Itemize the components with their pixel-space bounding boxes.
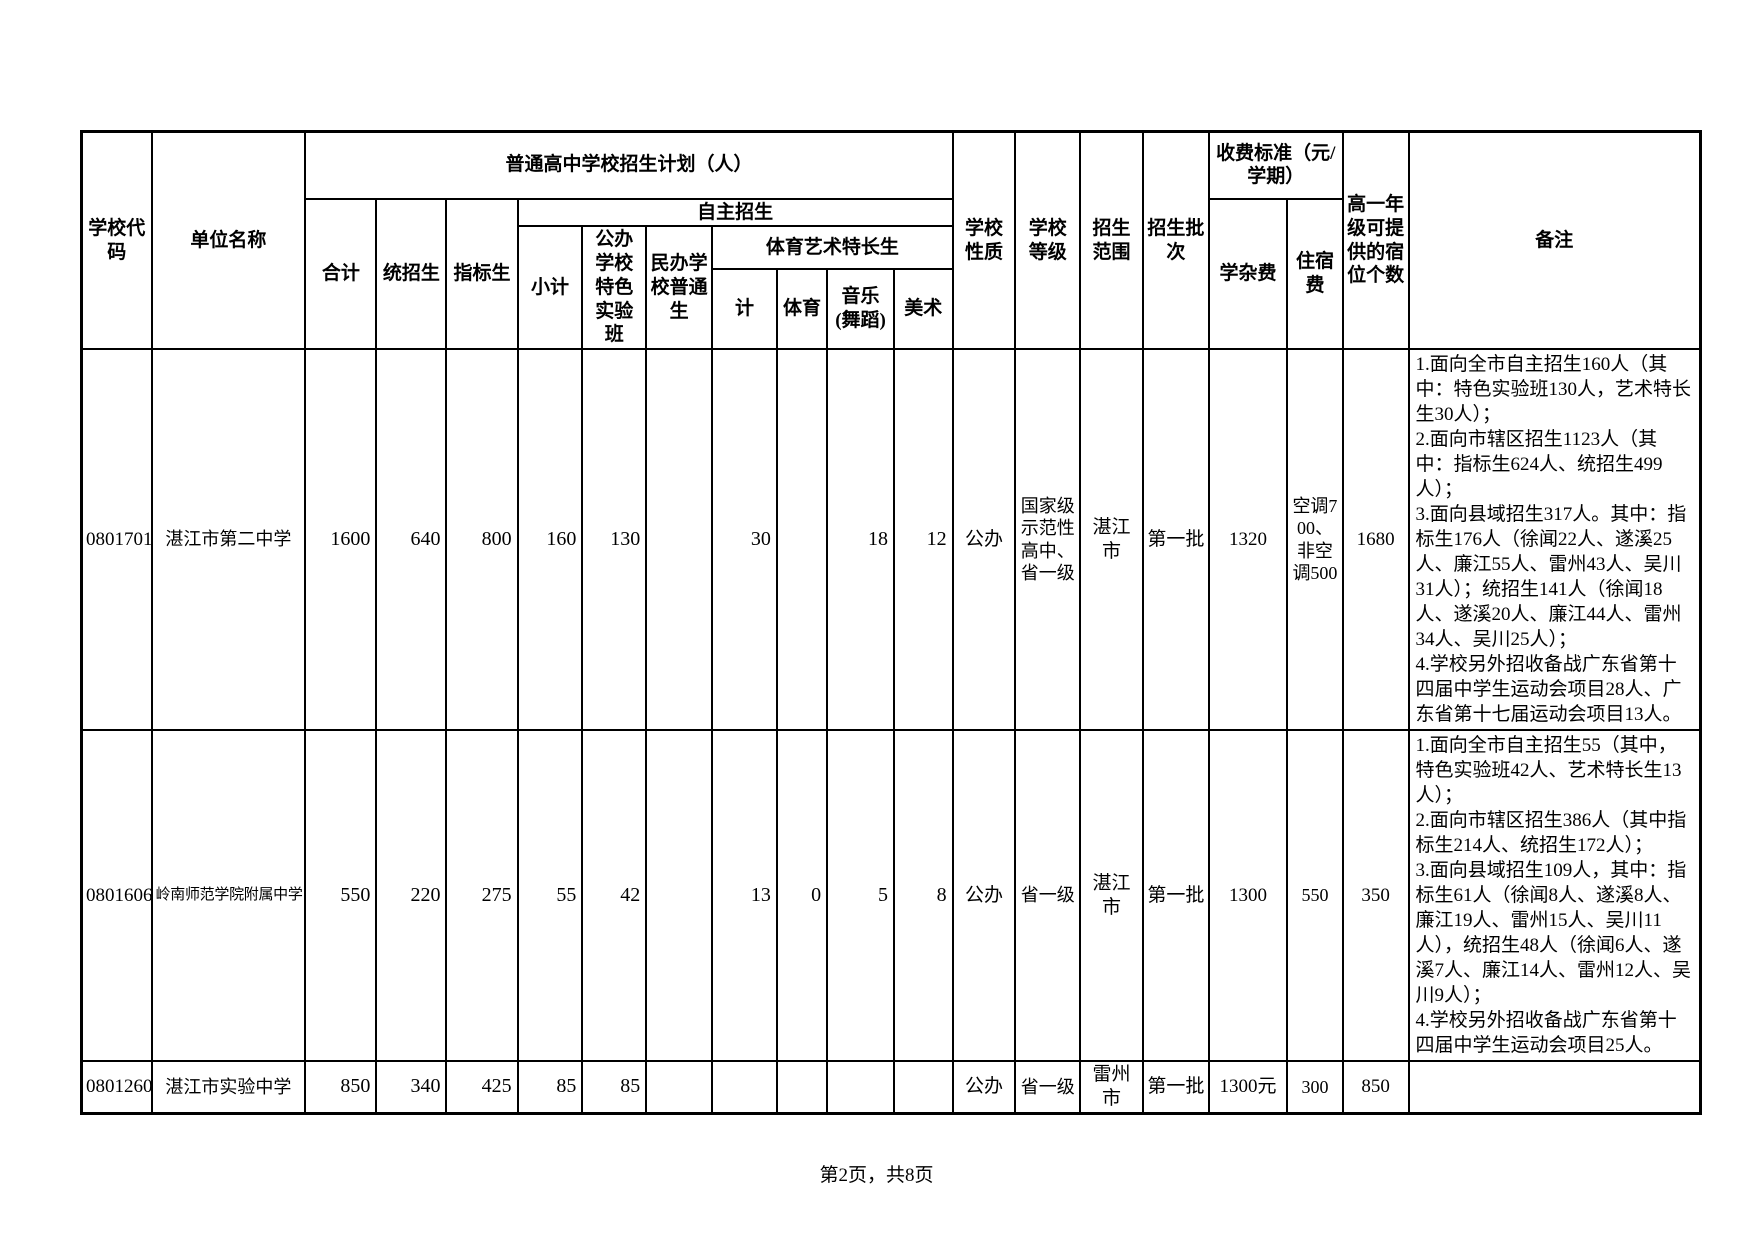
header-unit-name: 单位名称 [150, 130, 307, 350]
header-gongban-tese: 公办学校特色实验班 [581, 225, 648, 350]
header-row-1: 学校代码 单位名称 普通高中学校招生计划（人） 学校性质 学校等级 招生范围 招… [80, 130, 1702, 350]
cell-gongban: 130 [581, 348, 648, 731]
cell-school-code: 0801260 [80, 1060, 153, 1114]
table-header: 学校代码 单位名称 普通高中学校招生计划（人） 学校性质 学校等级 招生范围 招… [80, 130, 1702, 350]
header-school-level: 学校等级 [1014, 130, 1082, 350]
header-tiyu: 体育 [775, 268, 829, 350]
header-remarks: 备注 [1407, 130, 1702, 350]
cell-fanwei: 湛江市 [1079, 348, 1144, 731]
cell-pici: 第一批 [1141, 729, 1210, 1062]
cell-beizhu: 1.面向全市自主招生160人（其中：特色实验班130人，艺术特长生30人）； 2… [1407, 348, 1702, 731]
cell-yinyue: 5 [826, 729, 896, 1062]
cell-minban [645, 1060, 714, 1114]
header-yinyue: 音乐(舞蹈) [826, 268, 896, 350]
cell-xiaoji: 85 [516, 1060, 584, 1114]
header-row-3: 小计 公办学校特色实验班 民办学校普通生 体育艺术特长生 [82, 225, 1701, 350]
header-meishu: 美术 [893, 268, 954, 350]
cell-zhusufei: 550 [1286, 729, 1344, 1062]
cell-suwei: 1680 [1341, 348, 1410, 731]
header-xiaoji: 小计 [516, 225, 584, 350]
header-school-code: 学校代码 [80, 130, 153, 350]
cell-gongban: 42 [581, 729, 648, 1062]
cell-school-code: 0801606 [80, 729, 153, 1062]
header-row-4: 计 体育 音乐(舞蹈) 美术 [82, 268, 1701, 350]
cell-meishu [893, 1060, 954, 1114]
cell-xiaoji: 160 [516, 348, 584, 731]
cell-tongzhao: 640 [375, 348, 448, 731]
cell-ji: 13 [711, 729, 778, 1062]
cell-total: 1600 [304, 348, 378, 731]
cell-yinyue [826, 1060, 896, 1114]
cell-zhusufei: 300 [1286, 1060, 1344, 1114]
cell-zhibiao: 275 [445, 729, 519, 1062]
cell-zhibiao: 425 [445, 1060, 519, 1114]
enrollment-plan-table: 学校代码 单位名称 普通高中学校招生计划（人） 学校性质 学校等级 招生范围 招… [80, 130, 1702, 1115]
cell-xuezafei: 1300 [1207, 729, 1289, 1062]
header-total: 合计 [304, 197, 378, 350]
cell-total: 850 [304, 1060, 378, 1114]
cell-ji: 30 [711, 348, 778, 731]
header-minban-putong: 民办学校普通生 [645, 225, 714, 350]
cell-tiyu [775, 348, 829, 731]
cell-minban [645, 348, 714, 731]
cell-xingzhi: 公办 [951, 729, 1017, 1062]
header-school-nature: 学校性质 [951, 130, 1017, 350]
cell-zhusufei: 空调700、非空调500 [1286, 348, 1344, 731]
cell-beizhu: 1.面向全市自主招生55（其中，特色实验班42人、艺术特长生13人）； 2.面向… [1407, 729, 1702, 1062]
table-row: 0801606 岭南师范学院附属中学 550 220 275 55 42 13 … [80, 729, 1702, 1062]
cell-meishu: 12 [893, 348, 954, 731]
cell-fanwei: 湛江市 [1079, 729, 1144, 1062]
cell-minban [645, 729, 714, 1062]
cell-total: 550 [304, 729, 378, 1062]
cell-xiaoji: 55 [516, 729, 584, 1062]
table-row: 0801260 湛江市实验中学 850 340 425 85 85 公办 省一级… [80, 1060, 1702, 1114]
header-ji: 计 [711, 268, 778, 350]
cell-beizhu [1407, 1060, 1702, 1114]
header-tuition-fee: 学杂费 [1207, 197, 1289, 350]
table-row: 0801701 湛江市第二中学 1600 640 800 160 130 30 … [80, 348, 1702, 731]
cell-dengji: 省一级 [1014, 729, 1082, 1062]
header-plan-group: 普通高中学校招生计划（人） [304, 130, 954, 200]
table-body: 0801701 湛江市第二中学 1600 640 800 160 130 30 … [80, 348, 1702, 1114]
cell-ji [711, 1060, 778, 1114]
cell-pici: 第一批 [1141, 348, 1210, 731]
cell-xuezafei: 1320 [1207, 348, 1289, 731]
header-enroll-batch: 招生批次 [1141, 130, 1210, 350]
cell-fanwei: 雷州市 [1079, 1060, 1144, 1114]
header-tiyu-group: 体育艺术特长生 [711, 225, 954, 271]
page-number-footer: 第2页，共8页 [819, 1165, 934, 1186]
cell-tiyu: 0 [775, 729, 829, 1062]
header-zhibiao: 指标生 [445, 197, 519, 350]
cell-gongban: 85 [581, 1060, 648, 1114]
header-zizhu-group: 自主招生 [516, 197, 954, 228]
cell-zhibiao: 800 [445, 348, 519, 731]
header-tongzhao: 统招生 [375, 197, 448, 350]
cell-meishu: 8 [893, 729, 954, 1062]
cell-unit-name: 湛江市第二中学 [150, 348, 307, 731]
cell-tongzhao: 220 [375, 729, 448, 1062]
cell-school-code: 0801701 [80, 348, 153, 731]
cell-xuezafei: 1300元 [1207, 1060, 1289, 1114]
cell-unit-name: 湛江市实验中学 [150, 1060, 307, 1114]
header-dorm-beds: 高一年级可提供的宿位个数 [1341, 130, 1410, 350]
cell-pici: 第一批 [1141, 1060, 1210, 1114]
cell-xingzhi: 公办 [951, 348, 1017, 731]
header-enroll-scope: 招生范围 [1079, 130, 1144, 350]
cell-dengji: 国家级示范性高中、省一级 [1014, 348, 1082, 731]
cell-dengji: 省一级 [1014, 1060, 1082, 1114]
cell-tongzhao: 340 [375, 1060, 448, 1114]
cell-suwei: 350 [1341, 729, 1410, 1062]
cell-suwei: 850 [1341, 1060, 1410, 1114]
header-row-2: 合计 统招生 指标生 自主招生 学杂费 住宿费 [82, 197, 1701, 350]
cell-tiyu [775, 1060, 829, 1114]
header-fee-group: 收费标准（元/学期） [1207, 130, 1344, 200]
header-lodging-fee: 住宿费 [1286, 197, 1344, 350]
cell-xingzhi: 公办 [951, 1060, 1017, 1114]
cell-yinyue: 18 [826, 348, 896, 731]
cell-unit-name: 岭南师范学院附属中学 [150, 729, 307, 1062]
